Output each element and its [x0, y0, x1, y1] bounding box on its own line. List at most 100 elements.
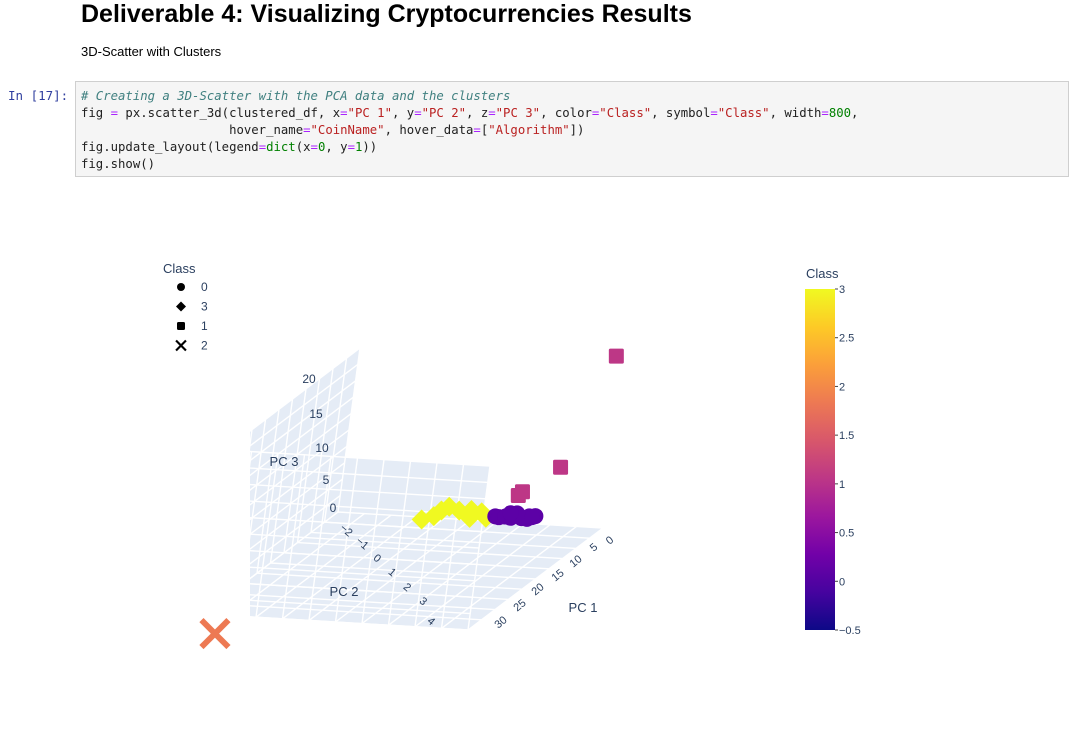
- data-point-square: [608, 348, 624, 364]
- colorbar-tick-label: 1: [839, 479, 845, 491]
- grid-line: [256, 409, 280, 574]
- colorbar-tick-label: 3: [839, 284, 845, 296]
- grid-line: [335, 519, 471, 623]
- legend-label: 0: [201, 280, 208, 294]
- data-point-circle: [524, 509, 541, 526]
- legend-label: 3: [201, 300, 208, 314]
- code-number: 1: [354, 140, 363, 154]
- code-string: "PC 1": [347, 106, 392, 120]
- data-point-square: [553, 459, 569, 475]
- code-token: , y: [325, 140, 348, 154]
- grid-line: [250, 583, 509, 601]
- code-token: hover_name: [81, 123, 304, 137]
- data-point-circle: [177, 283, 185, 291]
- code-token: fig.show(): [81, 157, 156, 171]
- code-token: [: [480, 123, 489, 137]
- code-token: ]): [569, 123, 585, 137]
- grid-line: [308, 456, 332, 621]
- code-token: fig.update_layout(legend: [81, 140, 259, 154]
- code-string: "PC 3": [495, 106, 541, 120]
- legend-label: 2: [201, 339, 208, 353]
- z-tick-label: 15: [309, 407, 323, 421]
- colorbar-gradient: [805, 289, 835, 630]
- code-builtin: dict: [266, 140, 296, 154]
- x-tick-label: 25: [512, 597, 529, 614]
- grid-line: [250, 594, 496, 611]
- legend[interactable]: Class 0 3 1 2: [163, 261, 208, 353]
- colorbar-tick-label: −0.5: [839, 625, 861, 637]
- grid-line: [217, 440, 239, 604]
- data-point-x: [175, 339, 187, 352]
- code-token: , z: [466, 106, 489, 120]
- data-points: [199, 348, 624, 650]
- z-axis-title: PC 3: [270, 454, 299, 469]
- code-token: , width: [769, 106, 822, 120]
- code-string: "CoinName": [310, 123, 385, 137]
- code-token: , hover_data: [384, 123, 474, 137]
- data-point-diamond: [176, 301, 186, 312]
- grid-line: [250, 451, 253, 469]
- data-point-square: [177, 322, 185, 330]
- grid-line: [250, 513, 365, 601]
- code-token: )): [362, 140, 378, 154]
- x-tick-label: 5: [588, 541, 600, 554]
- data-point-square: [514, 484, 530, 500]
- code-comment: # Creating a 3D-Scatter with the PCA dat…: [81, 89, 511, 103]
- code-token: =: [258, 140, 267, 154]
- grid-line: [255, 453, 279, 618]
- grid-line: [281, 454, 306, 619]
- legend-item-1[interactable]: 1: [177, 319, 208, 333]
- code-string: "Class": [599, 106, 652, 120]
- x-tick-label: 10: [568, 553, 585, 570]
- grid-line: [250, 450, 491, 467]
- page-title: Deliverable 4: Visualizing Cryptocurrenc…: [81, 0, 692, 28]
- grid-line: [256, 572, 523, 590]
- code-token: =: [591, 106, 600, 120]
- code-token: , color: [540, 106, 592, 120]
- legend-item-3[interactable]: 3: [176, 300, 208, 314]
- code-token: =: [821, 106, 829, 120]
- code-token: =: [110, 106, 119, 120]
- data-point-x: [199, 618, 231, 650]
- data-point-circle: [502, 505, 519, 522]
- colorbar-tick-label: 0: [839, 576, 845, 588]
- grid-line: [282, 516, 418, 620]
- code-cell[interactable]: # Creating a 3D-Scatter with the PCA dat…: [75, 81, 1069, 177]
- grid-line: [250, 483, 486, 500]
- grid-line: [250, 616, 469, 631]
- code-token: , y: [391, 106, 415, 120]
- code-token: =: [340, 106, 348, 120]
- legend-item-2[interactable]: 2: [175, 339, 208, 353]
- code-token: =: [414, 106, 422, 120]
- x-tick-label: 20: [530, 581, 547, 598]
- code-token: fig: [81, 106, 111, 120]
- colorbar-title: Class: [806, 266, 839, 281]
- code-token: , symbol: [651, 106, 711, 120]
- code-string: "PC 2": [421, 106, 467, 120]
- data-point-diamond: [411, 509, 432, 530]
- x-tick-label: 0: [604, 534, 616, 547]
- x-tick-label: 30: [493, 614, 510, 631]
- z-tick-label: 10: [315, 441, 329, 455]
- code-editor[interactable]: # Creating a 3D-Scatter with the PCA dat…: [81, 88, 858, 173]
- code-token: =: [310, 140, 318, 154]
- legend-label: 1: [201, 319, 208, 333]
- z-tick-label: 20: [302, 372, 316, 386]
- z-tick-label: 5: [323, 473, 330, 487]
- legend-item-0[interactable]: 0: [177, 280, 208, 294]
- grid-line: [250, 363, 359, 447]
- page-subtitle: 3D-Scatter with Clusters: [81, 44, 222, 59]
- colorbar-tick-label: 1.5: [839, 430, 854, 442]
- grid-line: [308, 517, 445, 621]
- grid-line: [250, 380, 357, 462]
- grid-line: [250, 605, 482, 621]
- grid-line: [250, 413, 352, 491]
- plot-scene[interactable]: [203, 347, 604, 631]
- colorbar-tick-label: 0.5: [839, 528, 854, 540]
- code-number: 800: [828, 106, 852, 120]
- code-token: =: [488, 106, 496, 120]
- z-tick-label: 0: [330, 501, 337, 515]
- cell-prompt: In [17]:: [8, 88, 69, 103]
- data-point-diamond: [459, 507, 480, 528]
